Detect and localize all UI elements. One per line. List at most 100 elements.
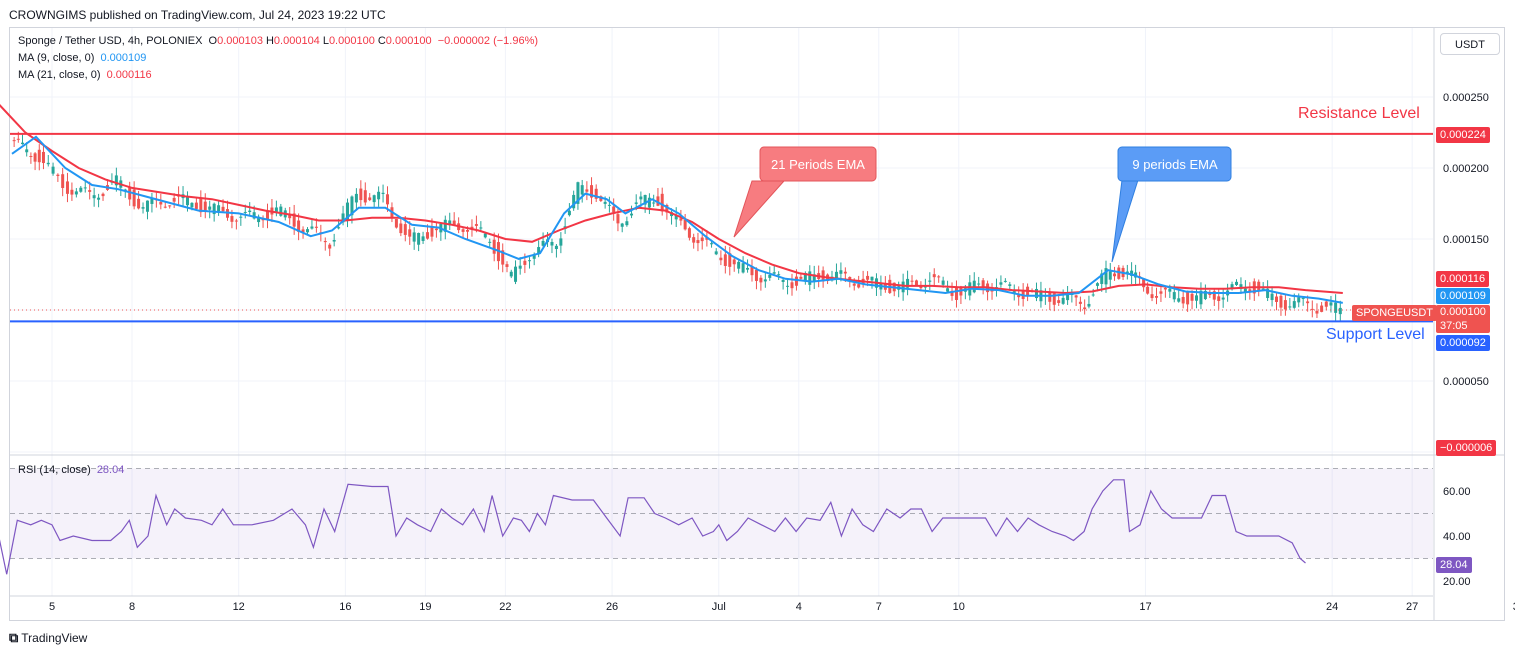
- candle-body: [217, 205, 221, 212]
- candle-body: [1003, 280, 1007, 282]
- candle-body: [243, 211, 247, 213]
- candle-body: [1057, 300, 1061, 303]
- candle-body: [616, 214, 620, 224]
- candle-body: [1310, 308, 1314, 310]
- candle-body: [572, 194, 576, 209]
- candle-body: [377, 191, 381, 200]
- candle-body: [768, 275, 772, 278]
- candle-body: [923, 286, 927, 288]
- grid-lines: [10, 28, 1505, 621]
- candle-body: [594, 188, 598, 199]
- candle-body: [199, 198, 203, 213]
- ohlc-key-l: L: [322, 35, 329, 47]
- candle-body: [230, 216, 234, 222]
- candle-body: [857, 284, 861, 288]
- candle-body: [412, 232, 416, 242]
- candle-body: [932, 274, 936, 278]
- candle-body: [51, 166, 55, 174]
- candle-body: [977, 283, 981, 285]
- candle-body: [1012, 291, 1016, 293]
- tradingview-footer[interactable]: ⧉ TradingView: [9, 630, 87, 646]
- candle-body: [1283, 300, 1287, 310]
- candle-body: [101, 193, 105, 197]
- candle-body: [33, 153, 37, 162]
- candle-body: [710, 243, 714, 245]
- candle-body: [714, 251, 718, 255]
- candle-body: [1052, 293, 1056, 305]
- candle-body: [1243, 288, 1247, 293]
- candle-body: [1117, 267, 1121, 279]
- candle-body: [310, 226, 314, 229]
- support-price-tag: 0.000092: [1436, 335, 1490, 351]
- time-tick-label: 16: [339, 601, 351, 613]
- candle-body: [132, 189, 136, 207]
- candle-body: [559, 238, 563, 246]
- candle-body: [719, 257, 723, 261]
- candle-body: [12, 140, 16, 142]
- candle-body: [728, 253, 732, 267]
- rsi-tick-label: 20.00: [1443, 576, 1471, 588]
- candle-body: [337, 227, 341, 229]
- tradingview-logo-icon: ⧉: [9, 630, 18, 645]
- candle-body: [159, 201, 163, 205]
- symbol-tag: SPONGEUSDT: [1352, 305, 1438, 321]
- candle-body: [509, 271, 513, 277]
- candle-body: [1083, 307, 1087, 310]
- candle-body: [141, 207, 145, 209]
- candle-body: [1186, 291, 1190, 305]
- ema21-callout-label: 21 Periods EMA: [771, 157, 865, 172]
- candle-body: [696, 240, 700, 244]
- candle-body: [647, 197, 651, 208]
- candle-body: [79, 187, 83, 192]
- time-tick-label: 8: [129, 601, 135, 613]
- candle-body: [265, 210, 269, 220]
- candle-body: [1315, 310, 1319, 314]
- candle-body: [194, 202, 198, 209]
- candle-body: [777, 274, 781, 276]
- candle-body: [607, 204, 611, 206]
- rsi-value: 28.04: [96, 464, 125, 476]
- candle-body: [928, 280, 932, 282]
- time-tick-label: 4: [796, 601, 802, 613]
- candle-body: [1061, 297, 1065, 304]
- ohlc-key-c: C: [377, 35, 386, 47]
- candle-body: [692, 237, 696, 243]
- candle-body: [212, 203, 216, 215]
- candle-body: [426, 232, 430, 239]
- candle-body: [781, 279, 785, 282]
- candle-body: [634, 202, 638, 204]
- candle-body: [417, 232, 421, 245]
- candle-body: [1104, 268, 1108, 285]
- time-tick-label: Jul: [712, 601, 726, 613]
- time-tick-label: 24: [1326, 601, 1338, 613]
- candle-body: [448, 220, 452, 226]
- candle-body: [83, 187, 87, 189]
- candle-body: [665, 204, 669, 213]
- candle-body: [959, 287, 963, 296]
- candle-body: [41, 151, 45, 164]
- candle-body: [643, 194, 647, 205]
- candle-body: [1279, 295, 1283, 308]
- candle-body: [403, 224, 407, 235]
- candle-body: [523, 260, 527, 265]
- candle-body: [981, 280, 985, 288]
- candle-body: [870, 276, 874, 281]
- candle-body: [65, 181, 69, 194]
- candle-body: [74, 191, 78, 195]
- candle-body: [528, 260, 532, 262]
- candle-body: [763, 279, 767, 282]
- last-price: 0.000100: [1440, 306, 1486, 318]
- candle-body: [1261, 288, 1265, 290]
- candle-body: [1108, 271, 1112, 280]
- candle-body: [346, 202, 350, 221]
- candle-body: [746, 267, 750, 270]
- candle-body: [1177, 298, 1181, 302]
- currency-button[interactable]: USDT: [1440, 33, 1500, 55]
- candle-body: [1320, 305, 1324, 312]
- candle-body: [1159, 291, 1163, 294]
- ma21-price-tag: 0.000116: [1436, 271, 1490, 287]
- candle-body: [1190, 293, 1194, 301]
- candle-body: [772, 272, 776, 274]
- candle-body: [812, 274, 816, 281]
